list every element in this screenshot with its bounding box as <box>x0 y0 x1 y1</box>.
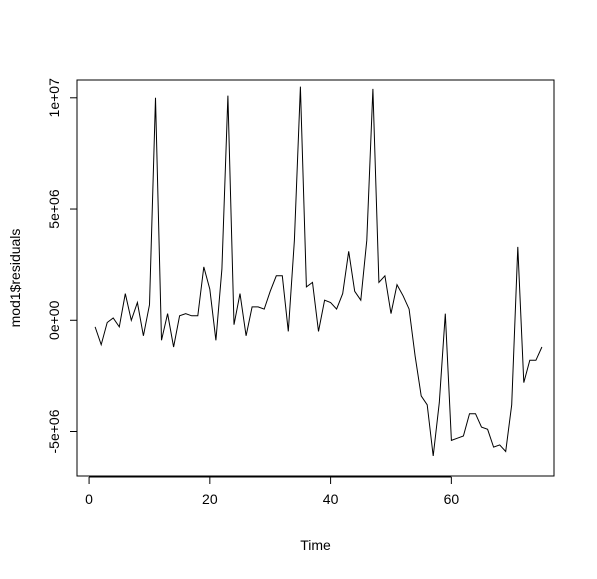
x-axis-label: Time <box>300 537 331 553</box>
x-axis: 0 20 40 60 <box>85 476 460 507</box>
y-tick-label: -5e+06 <box>46 409 62 453</box>
x-tick-label: 0 <box>85 491 93 507</box>
y-axis-label: mod1$residuals <box>7 229 23 328</box>
x-tick-label: 60 <box>444 491 460 507</box>
series-points <box>94 85 544 457</box>
x-tick-label: 20 <box>202 491 218 507</box>
plot-frame <box>76 79 555 477</box>
y-axis: -5e+06 0e+00 5e+06 1e+07 <box>46 78 78 453</box>
y-tick-label: 1e+07 <box>46 78 62 118</box>
y-tick-label: 5e+06 <box>46 189 62 229</box>
y-tick-label: 0e+00 <box>46 300 62 340</box>
residuals-series-line <box>94 86 543 457</box>
x-tick-label: 40 <box>323 491 339 507</box>
